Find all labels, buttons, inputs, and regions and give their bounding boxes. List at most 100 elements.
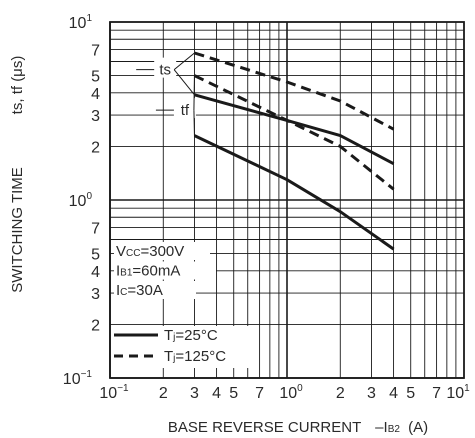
legend-subscript: j [172,332,175,343]
legend-bg [112,326,252,368]
y-tick-label: 4 [91,264,100,281]
condition-value: =300V [140,243,184,260]
y-tick-label: 10−1 [63,369,93,388]
x-tick-label: 3 [190,385,199,402]
y-tick-label: 3 [91,108,100,125]
condition-value: =30A [127,282,162,299]
curve-label-pointer [173,52,195,71]
x-tick-label: 10−1 [99,383,129,402]
condition-symbol: I [116,282,120,299]
x-tick-label: 7 [255,385,264,402]
condition-subscript: CC [126,248,140,259]
tick-value: 2 [91,317,100,334]
tick-value: 3 [91,108,100,125]
legend-label: Tj=125°C [164,348,226,365]
curve-label-ts: ts [159,62,171,79]
condition-symbol: V [116,243,126,260]
tick-value: 10 [63,371,81,388]
tick-value: 10 [99,385,117,402]
x-tick-label: 4 [212,385,221,402]
tick-value: 5 [229,385,238,402]
annotations: tstfVCC=300VIB1=60mAIC=30ATj=25°CTj=125°… [112,52,252,368]
legend-label: Tj=25°C [164,327,218,344]
x-tick-label: 100 [279,383,303,402]
tick-value: 5 [91,69,100,86]
condition-text: VCC=300V [116,243,184,260]
tick-value: 4 [212,385,221,402]
x-tick-label: 5 [406,385,415,402]
tick-value: 4 [389,385,398,402]
x-axis-symbol: –I [375,419,388,436]
tick-value: 2 [159,385,168,402]
y-tick-label: 101 [69,13,93,32]
y-axis-symbols: ts, tf (μs) [9,56,26,115]
y-tick-label: 2 [91,317,100,334]
y-tick-label: 7 [91,221,100,238]
x-axis-label: BASE REVERSE CURRENT [168,419,361,436]
series-ts-25c-line [194,93,395,166]
y-tick-label: 7 [91,43,100,60]
condition-symbol: I [116,263,120,280]
curve-label-tf: tf [181,102,190,119]
x-tick-label: 5 [229,385,238,402]
tick-exponent: −1 [117,383,129,394]
tick-value: 10 [69,15,87,32]
x-axis-unit: (A) [408,419,428,436]
tick-value: 2 [336,385,345,402]
grid [109,22,464,379]
condition-bg [114,242,210,260]
y-tick-label: 3 [91,286,100,303]
tick-value: 3 [367,385,376,402]
tick-value: 4 [91,86,100,103]
tick-exponent: −1 [81,369,93,380]
condition-text: IC=30A [116,282,163,299]
legend-symbol: T [164,327,173,344]
curve-label-pointer [173,69,195,96]
tick-value: 10 [69,193,87,210]
condition-bg [114,261,216,280]
tick-value: 3 [91,286,100,303]
tick-value: 7 [91,221,100,238]
tick-value: 10 [446,385,464,402]
x-tick-label: 101 [446,383,470,402]
x-tick-label: 2 [336,385,345,402]
tick-value: 4 [91,264,100,281]
tick-value: 7 [432,385,441,402]
legend-symbol: T [164,348,173,365]
condition-bg [114,281,196,299]
series-tf-25c-line [193,134,395,251]
tick-value: 5 [91,247,100,264]
condition-value: =60mA [132,263,180,280]
series-ts-125c-line [194,51,395,131]
legend-subscript: j [172,353,175,364]
y-tick-label: 5 [91,69,100,86]
tick-value: 10 [279,385,297,402]
y-tick-label: 5 [91,247,100,264]
x-tick-labels: 10−1 2 3 4 5 7 100 2 3 4 5 7 101 [99,383,470,402]
tick-value: 3 [190,385,199,402]
tick-exponent: 1 [464,383,470,394]
curve-label-bg [154,57,177,78]
x-tick-label: 3 [367,385,376,402]
tick-exponent: 0 [297,383,303,394]
y-axis-symbols-text: ts, tf (μs) [9,56,26,115]
curve-label-pointer [193,75,195,111]
x-tick-label: 4 [389,385,398,402]
tick-value: 7 [255,385,264,402]
plot-frame [109,21,465,379]
series-lines [193,51,395,251]
tick-value: 7 [91,43,100,60]
curve-label-pointer [193,110,195,136]
x-tick-label: 7 [432,385,441,402]
legend-value: =25°C [175,327,217,344]
tick-exponent: 0 [86,191,92,202]
x-tick-label: 2 [159,385,168,402]
tick-exponent: 1 [86,13,92,24]
legend-value: =125°C [175,348,226,365]
series-tf-125c-line [193,74,395,191]
y-axis-label: SWITCHING TIME [9,167,26,293]
y-tick-label: 2 [91,139,100,156]
condition-text: IB1=60mA [116,263,180,280]
y-axis-title: SWITCHING TIME [9,167,26,293]
